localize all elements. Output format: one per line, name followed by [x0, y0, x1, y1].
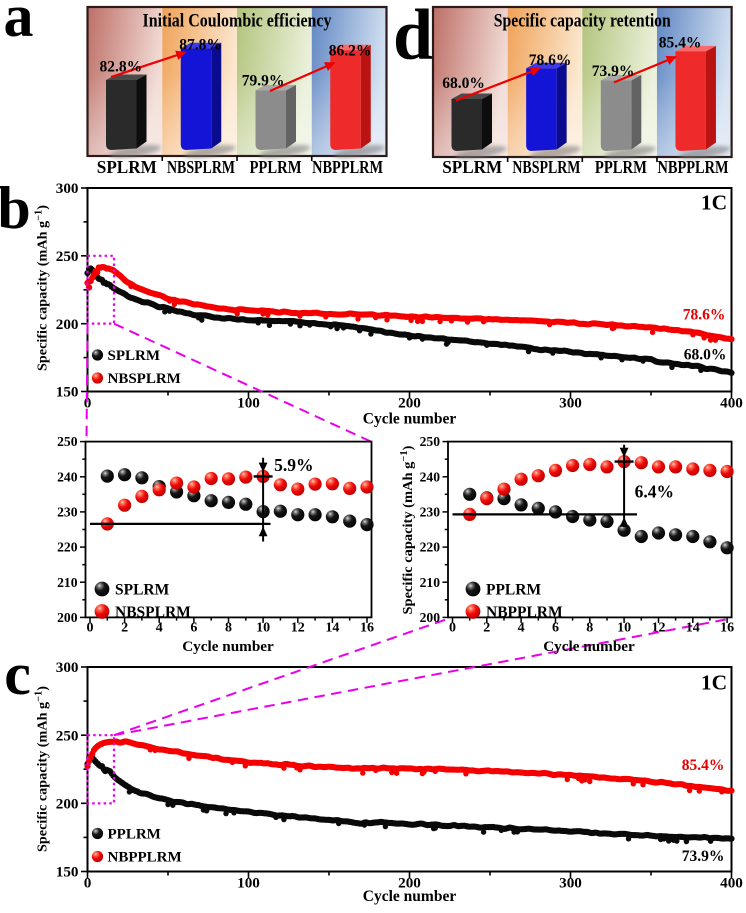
svg-text:0: 0 [84, 875, 92, 892]
svg-text:14: 14 [325, 620, 339, 635]
svg-text:73.9%: 73.9% [592, 63, 635, 80]
svg-text:150: 150 [56, 864, 79, 881]
svg-text:220: 220 [57, 540, 78, 555]
svg-text:NBSPLRM: NBSPLRM [512, 157, 580, 177]
svg-text:68.0%: 68.0% [442, 75, 485, 92]
svg-text:2: 2 [121, 620, 128, 635]
svg-text:4: 4 [518, 620, 525, 635]
svg-text:6: 6 [552, 620, 559, 635]
svg-text:Initial Coulombic efficiency: Initial Coulombic efficiency [143, 11, 332, 32]
svg-text:200: 200 [398, 875, 421, 892]
svg-text:78.6%: 78.6% [683, 307, 726, 324]
svg-text:8: 8 [586, 620, 593, 635]
svg-text:0: 0 [87, 620, 94, 635]
svg-text:200: 200 [57, 610, 78, 625]
svg-text:d: d [393, 0, 433, 75]
svg-text:a: a [4, 0, 34, 49]
svg-text:Cycle number: Cycle number [543, 638, 635, 655]
svg-text:200: 200 [398, 395, 421, 412]
svg-text:220: 220 [420, 540, 441, 555]
svg-text:300: 300 [559, 395, 582, 412]
svg-text:Specific capacity (mAh g−1): Specific capacity (mAh g−1) [34, 205, 51, 371]
svg-text:240: 240 [420, 469, 441, 484]
svg-text:1C: 1C [701, 671, 727, 695]
svg-text:210: 210 [57, 575, 78, 590]
svg-text:PPLRM: PPLRM [486, 582, 541, 599]
svg-text:85.4%: 85.4% [659, 35, 702, 52]
svg-text:SPLRM: SPLRM [97, 157, 157, 177]
svg-text:300: 300 [56, 659, 79, 676]
svg-text:Specific capacity retention: Specific capacity retention [494, 11, 671, 32]
svg-text:73.9%: 73.9% [682, 848, 725, 865]
svg-text:PPLRM: PPLRM [250, 157, 302, 177]
svg-text:c: c [4, 641, 31, 707]
svg-text:100: 100 [237, 395, 260, 412]
svg-text:2: 2 [483, 620, 490, 635]
svg-text:200: 200 [56, 316, 79, 333]
svg-text:Cycle number: Cycle number [363, 888, 457, 905]
svg-text:250: 250 [56, 248, 79, 265]
svg-text:b: b [0, 175, 31, 241]
svg-text:NBPPLRM: NBPPLRM [486, 604, 563, 621]
svg-text:85.4%: 85.4% [682, 757, 725, 774]
svg-text:400: 400 [720, 875, 743, 892]
svg-text:230: 230 [57, 505, 78, 520]
svg-text:PPLRM: PPLRM [108, 827, 161, 843]
svg-text:4: 4 [156, 620, 163, 635]
svg-text:150: 150 [56, 384, 79, 401]
svg-text:1C: 1C [701, 191, 727, 215]
svg-text:78.6%: 78.6% [529, 52, 572, 69]
svg-text:86.2%: 86.2% [329, 43, 372, 60]
svg-text:240: 240 [57, 469, 78, 484]
svg-text:82.8%: 82.8% [99, 59, 142, 76]
svg-text:200: 200 [56, 796, 79, 813]
svg-text:SPLRM: SPLRM [108, 348, 161, 364]
svg-text:250: 250 [57, 434, 78, 449]
svg-text:Specific capacity (mAh g−1): Specific capacity (mAh g−1) [399, 445, 416, 614]
svg-text:68.0%: 68.0% [684, 347, 727, 364]
svg-text:SPLRM: SPLRM [115, 582, 170, 599]
svg-text:250: 250 [56, 727, 79, 744]
svg-text:PPLRM: PPLRM [595, 157, 647, 177]
svg-text:6: 6 [190, 620, 197, 635]
svg-text:10: 10 [617, 620, 631, 635]
svg-text:0: 0 [449, 620, 456, 635]
svg-text:200: 200 [420, 610, 441, 625]
svg-text:SPLRM: SPLRM [442, 157, 502, 177]
svg-text:8: 8 [225, 620, 232, 635]
svg-text:12: 12 [652, 620, 666, 635]
svg-text:0: 0 [84, 395, 92, 412]
svg-text:79.9%: 79.9% [242, 73, 285, 90]
svg-text:5.9%: 5.9% [274, 455, 313, 475]
svg-text:NBSPLRM: NBSPLRM [108, 371, 181, 387]
svg-text:Specific capacity (mAh g−1): Specific capacity (mAh g−1) [34, 686, 51, 852]
svg-text:NBSPLRM: NBSPLRM [115, 604, 191, 621]
svg-text:NBPPLRM: NBPPLRM [312, 157, 383, 177]
svg-text:210: 210 [420, 575, 441, 590]
svg-text:NBPPLRM: NBPPLRM [108, 850, 182, 866]
svg-text:10: 10 [256, 620, 270, 635]
svg-text:300: 300 [56, 180, 79, 197]
svg-text:Cycle number: Cycle number [363, 411, 457, 428]
svg-text:100: 100 [237, 875, 260, 892]
svg-text:16: 16 [720, 620, 734, 635]
svg-text:Cycle number: Cycle number [182, 638, 274, 655]
svg-text:6.4%: 6.4% [635, 482, 674, 502]
svg-text:87.8%: 87.8% [179, 37, 222, 54]
svg-text:300: 300 [559, 875, 582, 892]
svg-text:14: 14 [686, 620, 700, 635]
svg-text:NBPPLRM: NBPPLRM [658, 157, 729, 177]
svg-text:12: 12 [291, 620, 305, 635]
svg-text:250: 250 [420, 434, 441, 449]
svg-text:230: 230 [420, 505, 441, 520]
svg-text:400: 400 [720, 395, 743, 412]
svg-text:16: 16 [360, 620, 374, 635]
svg-text:NBSPLRM: NBSPLRM [167, 157, 235, 177]
